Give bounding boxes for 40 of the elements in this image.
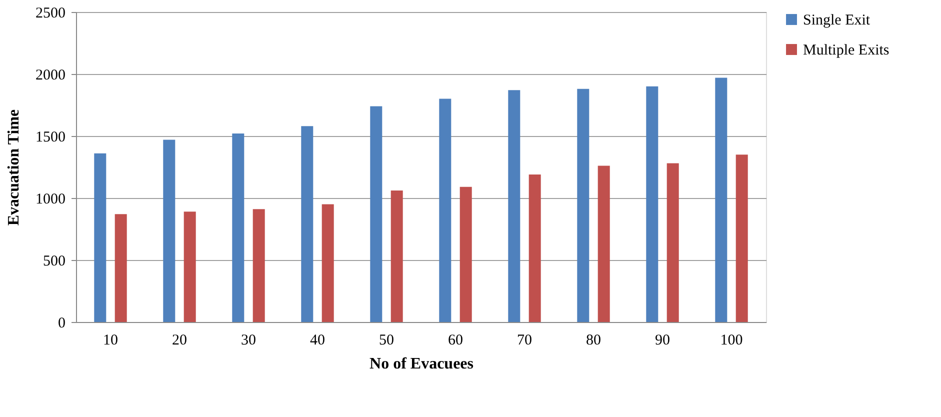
y-tick-label: 2000: [36, 68, 66, 84]
bar: [528, 174, 541, 322]
y-tick-label: 1500: [36, 130, 66, 146]
bar: [646, 86, 658, 322]
bar: [598, 166, 610, 322]
bar: [460, 186, 472, 322]
x-tick-label: 10: [103, 332, 118, 348]
bar: [301, 126, 314, 322]
bar: [94, 153, 106, 322]
bar: [322, 204, 334, 322]
bar: [666, 163, 679, 322]
y-tick-label: 2500: [36, 6, 66, 22]
bar: [163, 140, 176, 322]
y-tick-label: 0: [58, 316, 66, 332]
x-tick-label: 70: [517, 332, 532, 348]
bar: [715, 78, 728, 322]
x-tick-label: 90: [655, 332, 670, 348]
bar: [252, 209, 265, 322]
legend-label: Multiple Exits: [803, 42, 890, 58]
y-tick-label: 500: [43, 254, 66, 270]
x-tick-label: 60: [448, 332, 463, 348]
x-tick-label: 80: [586, 332, 601, 348]
bar: [390, 190, 403, 322]
bar: [232, 134, 244, 322]
bar: [114, 214, 127, 322]
bar: [736, 154, 748, 322]
bar: [439, 98, 452, 322]
legend-label: Single Exit: [803, 12, 871, 28]
y-tick-label: 1000: [36, 192, 66, 208]
y-axis-title: Evacuation Time: [6, 109, 22, 226]
bar: [577, 88, 590, 322]
bar: [184, 212, 196, 322]
x-axis-title: No of Evacuees: [370, 356, 474, 372]
x-tick-label: 100: [720, 332, 743, 348]
bar: [370, 106, 382, 322]
x-tick-label: 40: [310, 332, 325, 348]
bar: [508, 90, 520, 322]
x-tick-label: 20: [172, 332, 187, 348]
x-tick-label: 50: [379, 332, 394, 348]
x-tick-label: 30: [241, 332, 256, 348]
